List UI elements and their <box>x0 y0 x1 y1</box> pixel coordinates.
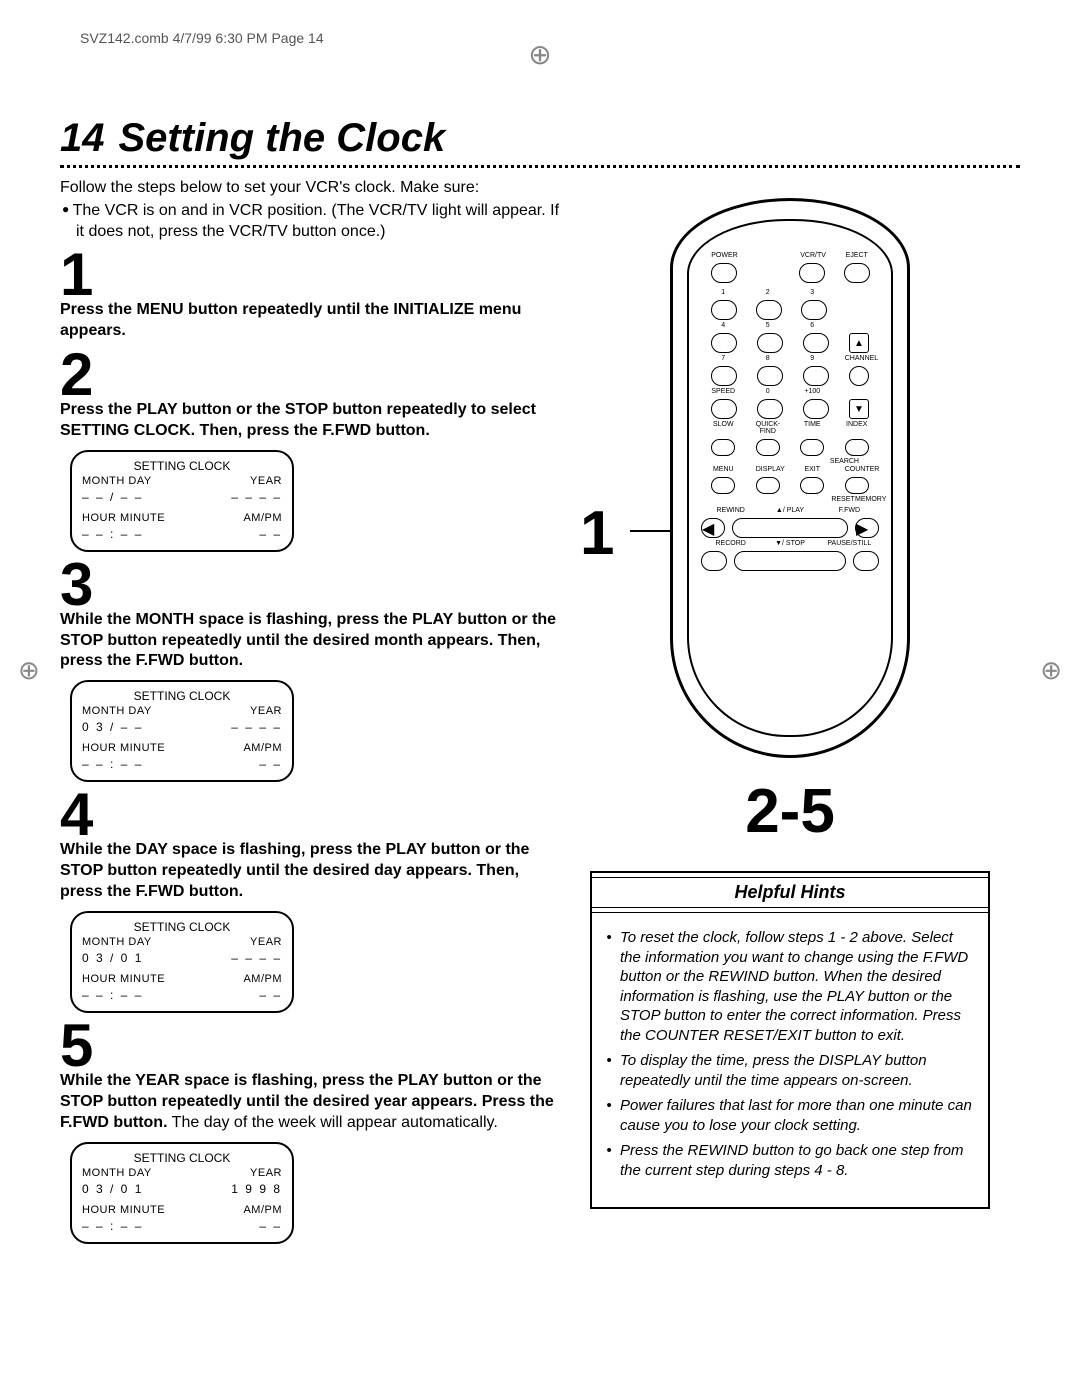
step-1-text: Press the MENU button repeatedly until t… <box>60 300 560 342</box>
callout-2-5: 2-5 <box>590 776 990 847</box>
step-4-num: 4 <box>60 788 560 842</box>
helpful-hints-box: Helpful Hints To reset the clock, follow… <box>590 871 990 1209</box>
num-9 <box>803 366 829 386</box>
step-3-num: 3 <box>60 558 560 612</box>
intro-text: Follow the steps below to set your VCR's… <box>60 178 560 199</box>
ffwd-button: ▶ <box>855 518 879 538</box>
hint-item: To display the time, press the DISPLAY b… <box>620 1051 976 1090</box>
intro-bullet: The VCR is on and in VCR position. (The … <box>60 201 560 243</box>
right-column: 1 POWERVCR/TVEJECT 123 456 ▲ 789CHANNEL … <box>590 178 990 1248</box>
osd-screen-2: SETTING CLOCK MONTH DAYYEAR – – / – –– –… <box>70 450 294 552</box>
num-3 <box>801 300 827 320</box>
page-title: 14 Setting the Clock <box>60 116 1020 161</box>
remote-diagram: 1 POWERVCR/TVEJECT 123 456 ▲ 789CHANNEL … <box>590 198 990 847</box>
num-6 <box>803 333 829 353</box>
quickfind-button <box>756 439 780 456</box>
menu-button <box>711 477 735 494</box>
title-number: 14 <box>60 116 105 161</box>
step-2-text: Press the PLAY button or the STOP button… <box>60 400 560 442</box>
osd-screen-4: SETTING CLOCK MONTH DAYYEAR 0 3 / 0 1– –… <box>70 911 294 1013</box>
registration-mark-left: ⊕ <box>18 655 40 686</box>
step-5-text: While the YEAR space is flashing, press … <box>60 1071 560 1133</box>
display-button <box>756 477 780 494</box>
dotted-rule <box>60 165 1020 168</box>
plus100-button <box>803 399 829 419</box>
osd-screen-5: SETTING CLOCK MONTH DAYYEAR 0 3 / 0 11 9… <box>70 1142 294 1244</box>
record-button <box>701 551 727 571</box>
remote-inner: POWERVCR/TVEJECT 123 456 ▲ 789CHANNEL SP… <box>687 219 893 737</box>
play-button <box>732 518 848 538</box>
callout-1: 1 <box>580 498 614 569</box>
power-button <box>711 263 737 283</box>
step-1-num: 1 <box>60 248 560 302</box>
channel-mid <box>849 366 869 386</box>
eject-button <box>844 263 870 283</box>
step-4-text: While the DAY space is flashing, press t… <box>60 840 560 902</box>
remote-outline: POWERVCR/TVEJECT 123 456 ▲ 789CHANNEL SP… <box>670 198 910 758</box>
hint-item: Press the REWIND button to go back one s… <box>620 1141 976 1180</box>
channel-up-icon: ▲ <box>849 333 869 353</box>
hints-title: Helpful Hints <box>592 877 988 908</box>
channel-down-icon: ▼ <box>849 399 869 419</box>
slow-button <box>711 439 735 456</box>
hint-item: Power failures that last for more than o… <box>620 1096 976 1135</box>
hint-item: To reset the clock, follow steps 1 - 2 a… <box>620 928 976 1045</box>
osd-screen-3: SETTING CLOCK MONTH DAYYEAR 0 3 / – –– –… <box>70 680 294 782</box>
vcrtv-button <box>799 263 825 283</box>
pause-button <box>853 551 879 571</box>
num-8 <box>757 366 783 386</box>
rewind-button: ◀ <box>701 518 725 538</box>
osd-title: SETTING CLOCK <box>82 458 282 474</box>
registration-mark-right: ⊕ <box>1040 655 1062 686</box>
stop-button <box>734 551 846 571</box>
title-text: Setting the Clock <box>119 116 446 161</box>
num-0 <box>757 399 783 419</box>
speed-button <box>711 399 737 419</box>
registration-mark-top: ⊕ <box>528 38 551 71</box>
step-2-num: 2 <box>60 348 560 402</box>
step-3-text: While the MONTH space is flashing, press… <box>60 610 560 672</box>
left-column: Follow the steps below to set your VCR's… <box>60 178 560 1248</box>
num-7 <box>711 366 737 386</box>
index-button <box>845 439 869 456</box>
num-5 <box>757 333 783 353</box>
hints-title-wrap: Helpful Hints <box>592 873 988 913</box>
counter-button <box>845 477 869 494</box>
page: ⊕ ⊕ ⊕ SVZ142.comb 4/7/99 6:30 PM Page 14… <box>0 0 1080 1397</box>
exit-button <box>800 477 824 494</box>
num-2 <box>756 300 782 320</box>
step-5-num: 5 <box>60 1019 560 1073</box>
columns: Follow the steps below to set your VCR's… <box>60 178 1020 1248</box>
time-button <box>800 439 824 456</box>
num-4 <box>711 333 737 353</box>
hints-list: To reset the clock, follow steps 1 - 2 a… <box>604 928 976 1180</box>
num-1 <box>711 300 737 320</box>
